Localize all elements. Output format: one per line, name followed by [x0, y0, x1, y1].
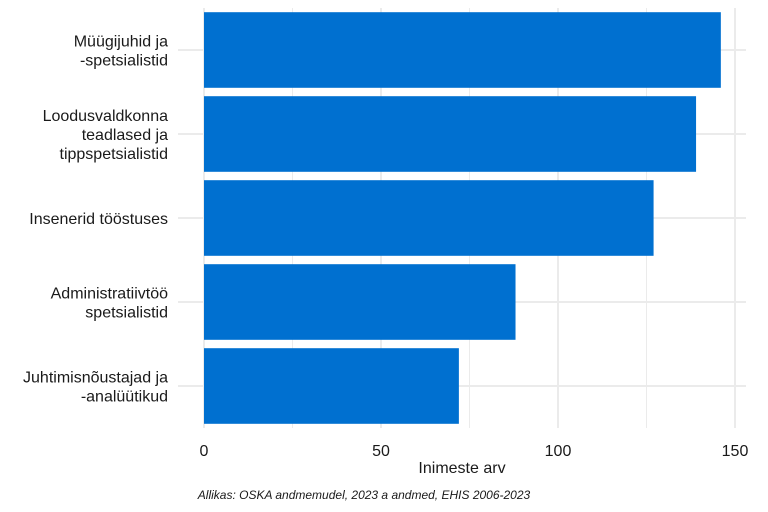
x-tick-label: 0 [200, 443, 209, 460]
category-labels: Müügijuhid ja -spetsialistid Loodusvaldkon… [23, 34, 168, 406]
bar [204, 12, 721, 88]
bar [204, 96, 697, 172]
category-label: Müügijuhid ja -spetsialistid [74, 34, 168, 70]
bars [204, 12, 721, 424]
x-tick-labels: 0 50 100 150 [200, 443, 749, 460]
category-label: Juhtimisnõustajad ja -analüütikud [23, 370, 168, 406]
x-tick-label: 150 [722, 443, 749, 460]
category-label: Insenerid tööstuses [29, 211, 168, 228]
bar [204, 264, 516, 340]
x-axis-title: Inimeste arv [418, 460, 505, 477]
x-tick-label: 50 [372, 443, 390, 460]
category-label: Administratiivtöö spetsialistid [51, 286, 168, 322]
bar [204, 180, 654, 256]
bar [204, 348, 459, 424]
category-label: Loodusvaldkonna teadlased ja tippspetsiali… [43, 108, 169, 163]
x-tick-label: 100 [545, 443, 572, 460]
source-caption: Allikas: OSKA andmemudel, 2023 a andmed,… [197, 488, 531, 502]
